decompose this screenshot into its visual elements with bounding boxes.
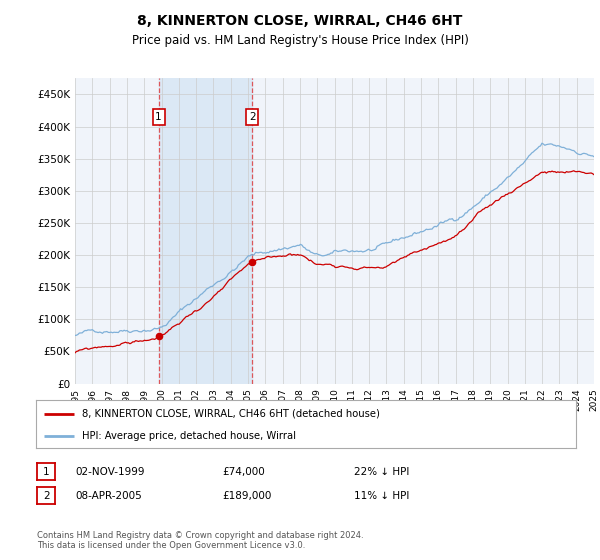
Text: 11% ↓ HPI: 11% ↓ HPI — [354, 491, 409, 501]
Text: £189,000: £189,000 — [222, 491, 271, 501]
Text: 1: 1 — [155, 112, 162, 122]
Text: 2: 2 — [43, 491, 50, 501]
Text: Contains HM Land Registry data © Crown copyright and database right 2024.
This d: Contains HM Land Registry data © Crown c… — [37, 530, 364, 550]
Text: £74,000: £74,000 — [222, 466, 265, 477]
Text: 22% ↓ HPI: 22% ↓ HPI — [354, 466, 409, 477]
Text: HPI: Average price, detached house, Wirral: HPI: Average price, detached house, Wirr… — [82, 431, 296, 441]
Text: 8, KINNERTON CLOSE, WIRRAL, CH46 6HT (detached house): 8, KINNERTON CLOSE, WIRRAL, CH46 6HT (de… — [82, 409, 380, 419]
Text: 8, KINNERTON CLOSE, WIRRAL, CH46 6HT: 8, KINNERTON CLOSE, WIRRAL, CH46 6HT — [137, 14, 463, 28]
Text: 1: 1 — [43, 466, 50, 477]
Bar — [158, 78, 253, 384]
Text: 08-APR-2005: 08-APR-2005 — [75, 491, 142, 501]
Text: Price paid vs. HM Land Registry's House Price Index (HPI): Price paid vs. HM Land Registry's House … — [131, 34, 469, 46]
Text: 02-NOV-1999: 02-NOV-1999 — [75, 466, 145, 477]
Text: 2: 2 — [249, 112, 256, 122]
